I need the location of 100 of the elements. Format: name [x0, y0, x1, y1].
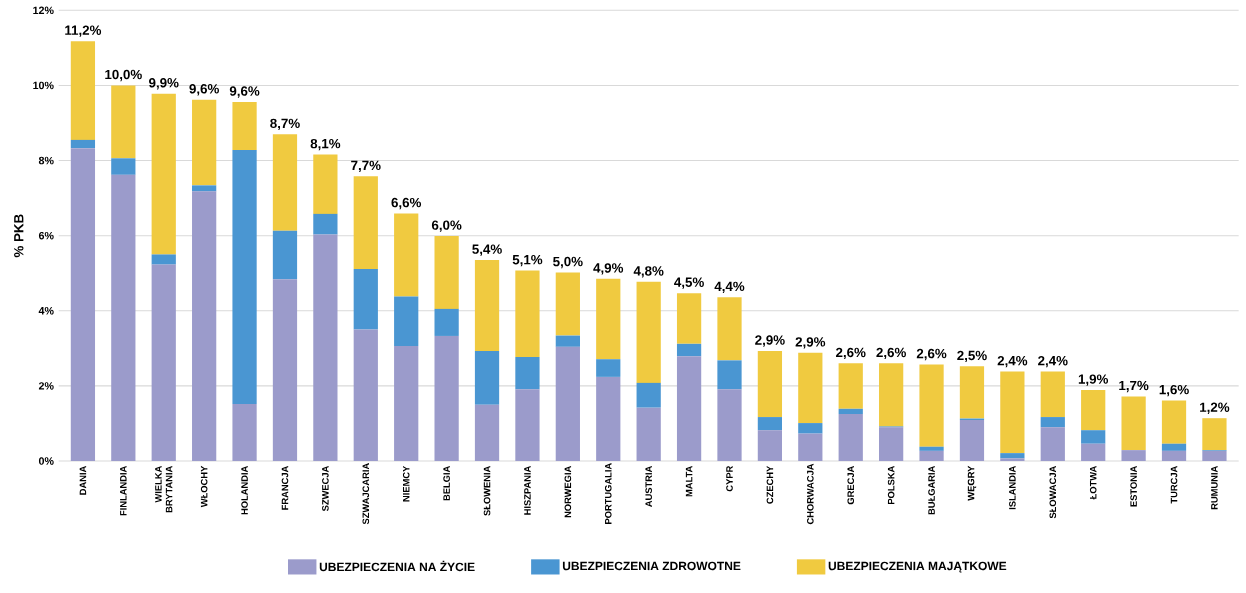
bar: [838, 408, 863, 415]
bar: [757, 417, 783, 431]
bar: [474, 350, 500, 405]
bar: [434, 335, 459, 461]
total-label: 2,4%: [1038, 355, 1068, 368]
bar: [757, 350, 783, 418]
bar: [1121, 450, 1146, 461]
bar: [434, 236, 459, 309]
total-label: 2,4%: [997, 355, 1028, 368]
x-tick-label: FRANCJA: [281, 465, 289, 510]
bar: [353, 176, 378, 270]
bar: [596, 359, 621, 377]
bar: [879, 427, 904, 461]
bar: [111, 85, 136, 159]
total-label: 6,6%: [391, 197, 422, 210]
bar: [838, 363, 863, 409]
x-tick-label: SZWAJCARIA: [362, 463, 370, 525]
bar: [394, 213, 419, 297]
bar: [919, 450, 944, 461]
bar: [676, 293, 702, 344]
x-tick-label: SŁOWENIA: [483, 465, 491, 516]
bar: [1202, 418, 1227, 451]
x-tick-label: GRECJA: [847, 465, 855, 505]
x-tick-label: DANIA: [79, 465, 87, 495]
bar: [515, 389, 540, 461]
bar: [151, 93, 176, 255]
bar: [798, 433, 823, 461]
bar: [717, 389, 742, 461]
x-tick-label: PORTUGALIA: [604, 463, 612, 524]
total-label: 7,7%: [351, 160, 381, 173]
total-label: 2,9%: [795, 337, 826, 349]
total-label: 2,5%: [957, 350, 987, 363]
bar: [636, 281, 661, 383]
bar: [232, 101, 257, 151]
x-tick-label: AUSTRIA: [645, 465, 652, 507]
bar: [394, 346, 419, 461]
bar: [1000, 453, 1025, 459]
y-tick-label: 0%: [38, 457, 54, 465]
total-label: 9,9%: [149, 78, 179, 90]
bar: [313, 234, 338, 461]
y-tick-label: 12%: [33, 6, 54, 15]
y-tick-label: 6%: [38, 231, 54, 240]
bar: [717, 360, 742, 390]
legend-label: UBEZPIECZENIA ZDROWOTNE: [562, 561, 741, 571]
total-label: 5,1%: [512, 254, 543, 267]
bar: [515, 356, 540, 390]
bar: [192, 185, 217, 192]
bar: [515, 270, 540, 357]
y-tick-label: 10%: [33, 81, 54, 90]
x-tick-label: TURCJA: [1170, 465, 1178, 504]
bar: [555, 272, 580, 336]
bar: [272, 230, 298, 280]
total-label: 8,7%: [270, 118, 300, 130]
bar: [1040, 427, 1065, 461]
total-label: 1,7%: [1119, 380, 1149, 393]
bar: [474, 260, 500, 351]
total-label: 5,0%: [553, 256, 583, 269]
total-label: 1,9%: [1078, 374, 1109, 386]
bar: [1161, 450, 1187, 461]
x-tick-label: NORWEGIA: [564, 465, 572, 518]
bar: [353, 269, 378, 330]
total-label: 4,9%: [593, 263, 624, 275]
total-label: 11,2%: [65, 25, 102, 37]
x-tick-label: ESTONIA: [1130, 465, 1137, 507]
x-tick-label: SZWECJA: [322, 465, 329, 512]
bar: [879, 363, 904, 427]
bar: [596, 376, 621, 461]
x-tick-label: HOLANDIA: [241, 465, 248, 515]
bar: [1081, 390, 1106, 431]
total-label: 4,8%: [633, 266, 664, 278]
bar: [959, 366, 985, 419]
y-axis-title: % PKB: [14, 214, 24, 258]
bar: [111, 158, 136, 175]
bar: [272, 134, 298, 231]
bar: [1081, 430, 1106, 444]
bar: [70, 41, 96, 140]
bar: [757, 430, 783, 461]
bar: [272, 279, 298, 461]
legend-label: UBEZPIECZENIA MAJĄTKOWE: [828, 561, 1007, 573]
x-tick-label: CZECHY: [766, 465, 774, 504]
bar: [717, 297, 742, 361]
x-tick-label: CHORWACJA: [807, 463, 814, 525]
bar: [1081, 443, 1106, 461]
x-tick-label: BELGIA: [443, 465, 450, 501]
bar: [676, 343, 702, 357]
total-label: 4,5%: [674, 277, 704, 289]
bar: [1000, 458, 1025, 461]
y-tick-label: 2%: [38, 382, 54, 390]
legend-label: UBEZPIECZENIA NA ŻYCIE: [319, 560, 475, 572]
bar: [70, 148, 96, 461]
bar: [232, 403, 257, 461]
bar: [555, 335, 580, 347]
bar: [111, 174, 136, 461]
total-label: 1,2%: [1200, 402, 1230, 414]
x-tick-label: CYPR: [726, 465, 733, 492]
bar: [151, 264, 176, 461]
total-label: 9,6%: [229, 86, 260, 98]
x-tick-label: SŁOWACJA: [1049, 465, 1057, 519]
bar: [232, 150, 257, 404]
y-tick-label: 8%: [38, 156, 54, 165]
